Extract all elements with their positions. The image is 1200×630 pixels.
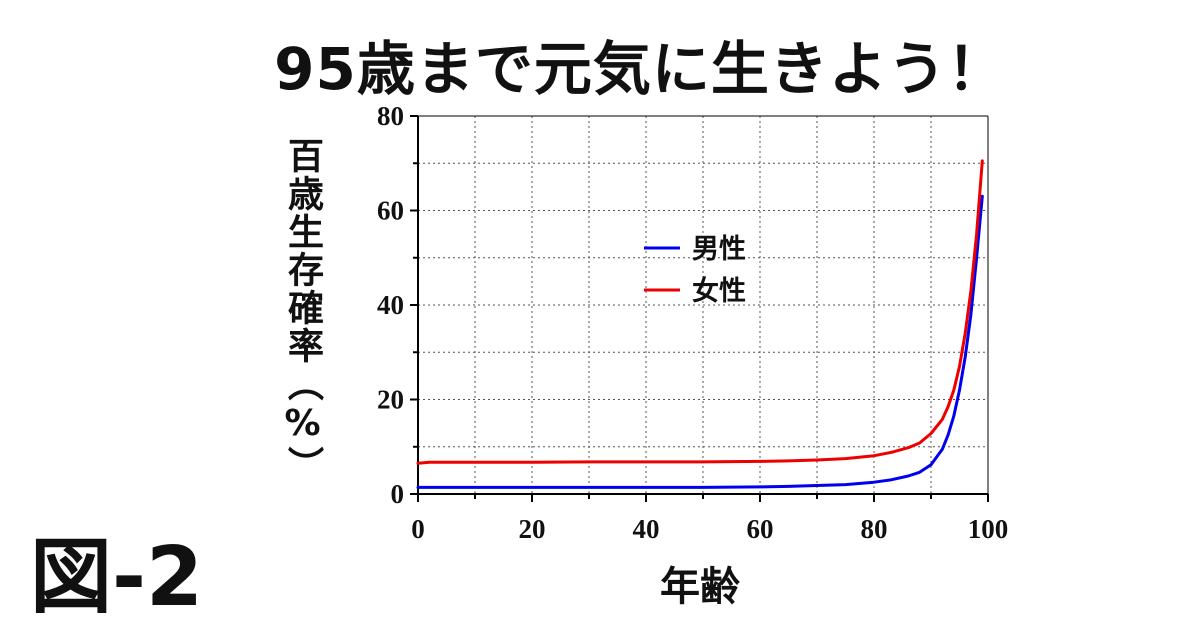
x-tick-label: 20	[519, 514, 546, 544]
series-line-female	[416, 159, 984, 465]
series-line-male	[416, 194, 984, 489]
y-tick-label: 40	[377, 290, 404, 320]
y-tick-label: 0	[391, 479, 405, 509]
tick-labels: 0 20 40 60 80 0 20 40 60 80 100	[377, 101, 1008, 544]
figure-label: 図-2	[30, 530, 204, 625]
x-tick-label: 60	[747, 514, 774, 544]
legend-label-male: 男性	[692, 234, 746, 265]
x-axis-label: 年齢	[660, 564, 740, 610]
series-lines	[416, 159, 984, 489]
y-axis-label: 百歳生存確率（%）	[276, 118, 328, 503]
y-tick-label: 20	[377, 385, 404, 415]
y-axis-label-text: 百歳生存確率（%）	[282, 137, 323, 484]
x-tick-label: 80	[861, 514, 888, 544]
x-tick-label: 0	[411, 514, 425, 544]
axes	[410, 115, 989, 502]
y-tick-label: 80	[377, 101, 404, 131]
x-tick-label: 40	[633, 514, 660, 544]
grid	[418, 116, 988, 494]
x-tick-label: 100	[968, 514, 1009, 544]
chart-title: 95歳まで元気に生きよう！	[274, 35, 1006, 103]
y-tick-label: 60	[377, 196, 404, 226]
legend-label-female: 女性	[692, 275, 746, 307]
